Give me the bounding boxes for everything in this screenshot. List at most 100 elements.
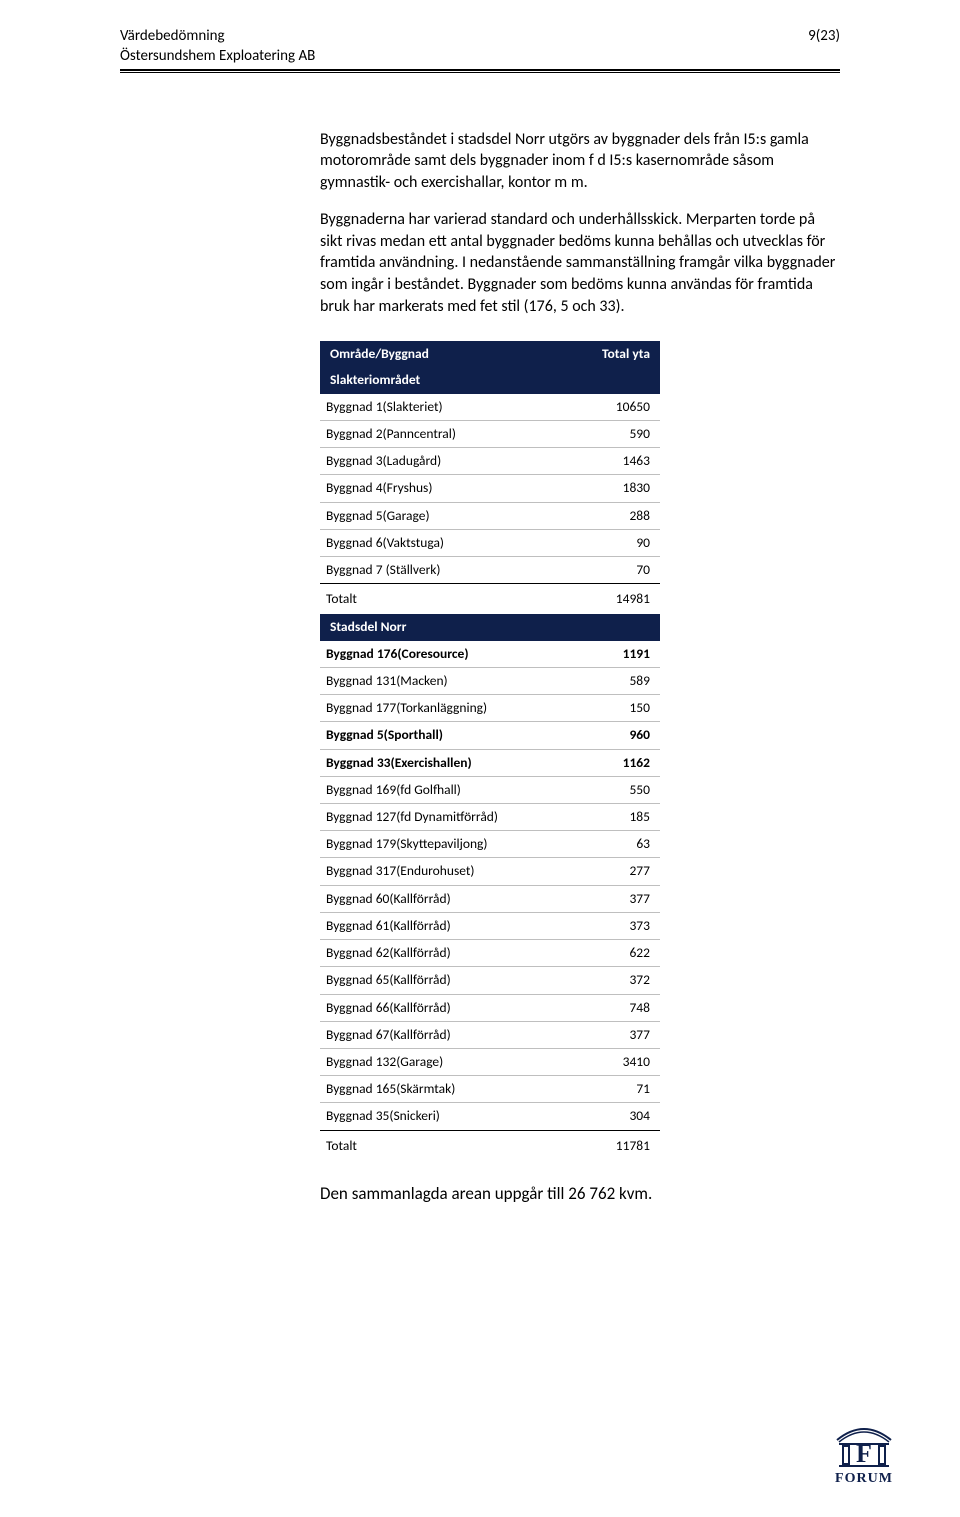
table-row: Byggnad 5(Garage) 288 (320, 503, 660, 530)
table-row-value: 304 (629, 1107, 650, 1125)
table-row-value: 3410 (623, 1053, 650, 1071)
table-row-value: 1830 (623, 479, 650, 497)
table-section2-total: Totalt 11781 (320, 1131, 660, 1161)
svg-text:F: F (856, 1439, 872, 1468)
table-row: Byggnad 132(Garage)3410 (320, 1049, 660, 1076)
forum-logo-text: FORUM (828, 1470, 900, 1489)
table-row-label: Byggnad 127(fd Dynamitförråd) (324, 808, 498, 826)
table-row-label: Byggnad 177(Torkanläggning) (324, 699, 487, 717)
table-row: Byggnad 65(Kallförråd) 372 (320, 967, 660, 994)
table-row: Byggnad 7 (Ställverk) 70 (320, 557, 660, 584)
table-total-value: 14981 (616, 590, 650, 608)
table-row-label: Byggnad 66(Kallförråd) (324, 999, 451, 1017)
table-row-value: 373 (629, 917, 650, 935)
table-row-value: 10650 (616, 398, 650, 416)
table-row-label: Byggnad 5(Garage) (324, 507, 430, 525)
header-left: Värdebedömning Östersundshem Exploaterin… (120, 26, 315, 67)
table-row-value: 1463 (623, 452, 650, 470)
table-row-label: Byggnad 165(Skärmtak) (324, 1080, 455, 1098)
table-row: Byggnad 317(Endurohuset) 277 (320, 858, 660, 885)
table-row: Byggnad 35(Snickeri) 304 (320, 1103, 660, 1130)
table-row-label: Byggnad 62(Kallförråd) (324, 944, 451, 962)
table-row-label: Byggnad 3(Ladugård) (324, 452, 441, 470)
table-section2-title: Stadsdel Norr (320, 614, 660, 640)
table-row-label: Byggnad 65(Kallförråd) (324, 971, 451, 989)
table-row-value: 70 (636, 561, 650, 579)
doc-title: Värdebedömning (120, 26, 315, 46)
paragraph-1: Byggnadsbeståndet i stadsdel Norr utgörs… (320, 129, 840, 194)
table-row-value: 960 (629, 726, 650, 744)
table-row-value: 63 (636, 835, 650, 853)
table-total-label: Totalt (324, 590, 357, 608)
page-header: Värdebedömning Östersundshem Exploaterin… (120, 26, 840, 67)
table-row-label: Byggnad 35(Snickeri) (324, 1107, 440, 1125)
table-row-value: 288 (629, 507, 650, 525)
table-row-label: Byggnad 2(Panncentral) (324, 425, 456, 443)
table-row: Byggnad 61(Kallförråd) 373 (320, 913, 660, 940)
table-row-label: Byggnad 67(Kallförråd) (324, 1026, 451, 1044)
table-row-label: Byggnad 7 (Ställverk) (324, 561, 441, 579)
table-section1-title: Slakteriområdet (320, 367, 660, 393)
table-row: Byggnad 33(Exercishallen) 1162 (320, 750, 660, 777)
table-total-value: 11781 (616, 1137, 650, 1155)
table-row-label: Byggnad 61(Kallförråd) (324, 917, 451, 935)
table-header-row: Område/Byggnad Total yta (320, 341, 660, 367)
table-row: Byggnad 67(Kallförråd) 377 (320, 1022, 660, 1049)
doc-subtitle: Östersundshem Exploatering AB (120, 46, 315, 66)
table-row-value: 622 (629, 944, 650, 962)
closing-text: Den sammanlagda arean uppgår till 26 762… (320, 1183, 840, 1206)
table-section1-total: Totalt 14981 (320, 584, 660, 614)
table-row-value: 372 (629, 971, 650, 989)
page-number: 9(23) (808, 26, 840, 46)
table-header-right: Total yta (602, 345, 650, 363)
table-row: Byggnad 2(Panncentral) 590 (320, 421, 660, 448)
table-row-value: 590 (629, 425, 650, 443)
header-rule-thin (120, 72, 840, 73)
table-row: Byggnad 131(Macken) 589 (320, 668, 660, 695)
forum-logo: F FORUM (828, 1424, 900, 1489)
table-row: Byggnad 4(Fryshus) 1830 (320, 475, 660, 502)
table-row-value: 90 (636, 534, 650, 552)
table-row-value: 277 (629, 862, 650, 880)
table-row-value: 550 (629, 781, 650, 799)
table-row-label: Byggnad 317(Endurohuset) (324, 862, 475, 880)
table-row-value: 377 (629, 890, 650, 908)
body-text: Byggnadsbeståndet i stadsdel Norr utgörs… (320, 129, 840, 318)
table-row: Byggnad 1(Slakteriet) 10650 (320, 394, 660, 421)
table-row: Byggnad 177(Torkanläggning) 150 (320, 695, 660, 722)
table-row: Byggnad 169(fd Golfhall) 550 (320, 777, 660, 804)
table-total-label: Totalt (324, 1137, 357, 1155)
table-row: Byggnad 60(Kallförråd) 377 (320, 886, 660, 913)
table-row-label: Byggnad 33(Exercishallen) (324, 754, 472, 772)
table-row-value: 589 (629, 672, 650, 690)
table-header-left: Område/Byggnad (330, 345, 429, 363)
table-row: Byggnad 5(Sporthall) 960 (320, 722, 660, 749)
table-row-label: Byggnad 5(Sporthall) (324, 726, 443, 744)
table-row-value: 748 (629, 999, 650, 1017)
table-row-label: Byggnad 169(fd Golfhall) (324, 781, 461, 799)
table-row: Byggnad 66(Kallförråd) 748 (320, 995, 660, 1022)
table-row: Byggnad 3(Ladugård) 1463 (320, 448, 660, 475)
table-row-label: Byggnad 179(Skyttepaviljong) (324, 835, 487, 853)
building-table: Område/Byggnad Total yta Slakteriområdet… (320, 341, 660, 1161)
table-row: Byggnad 176(Coresource) 1191 (320, 641, 660, 668)
table-row-label: Byggnad 60(Kallförråd) (324, 890, 451, 908)
table-row-label: Byggnad 4(Fryshus) (324, 479, 432, 497)
table-row-value: 150 (629, 699, 650, 717)
table-row-label: Byggnad 131(Macken) (324, 672, 448, 690)
table-row-label: Byggnad 6(Vaktstuga) (324, 534, 444, 552)
table-row-label: Byggnad 176(Coresource) (324, 645, 469, 663)
table-row-value: 1191 (623, 645, 650, 663)
table-row: Byggnad 127(fd Dynamitförråd) 185 (320, 804, 660, 831)
table-row: Byggnad 62(Kallförråd) 622 (320, 940, 660, 967)
table-row: Byggnad 165(Skärmtak) 71 (320, 1076, 660, 1103)
table-row-value: 185 (629, 808, 650, 826)
header-right: 9(23) (808, 26, 840, 67)
table-row-label: Byggnad 1(Slakteriet) (324, 398, 443, 416)
page: Värdebedömning Östersundshem Exploaterin… (0, 0, 960, 1517)
table-row-value: 377 (629, 1026, 650, 1044)
header-rule-thick (120, 69, 840, 71)
table-row-value: 71 (636, 1080, 650, 1098)
table-row-value: 1162 (623, 754, 650, 772)
paragraph-2: Byggnaderna har varierad standard och un… (320, 209, 840, 317)
